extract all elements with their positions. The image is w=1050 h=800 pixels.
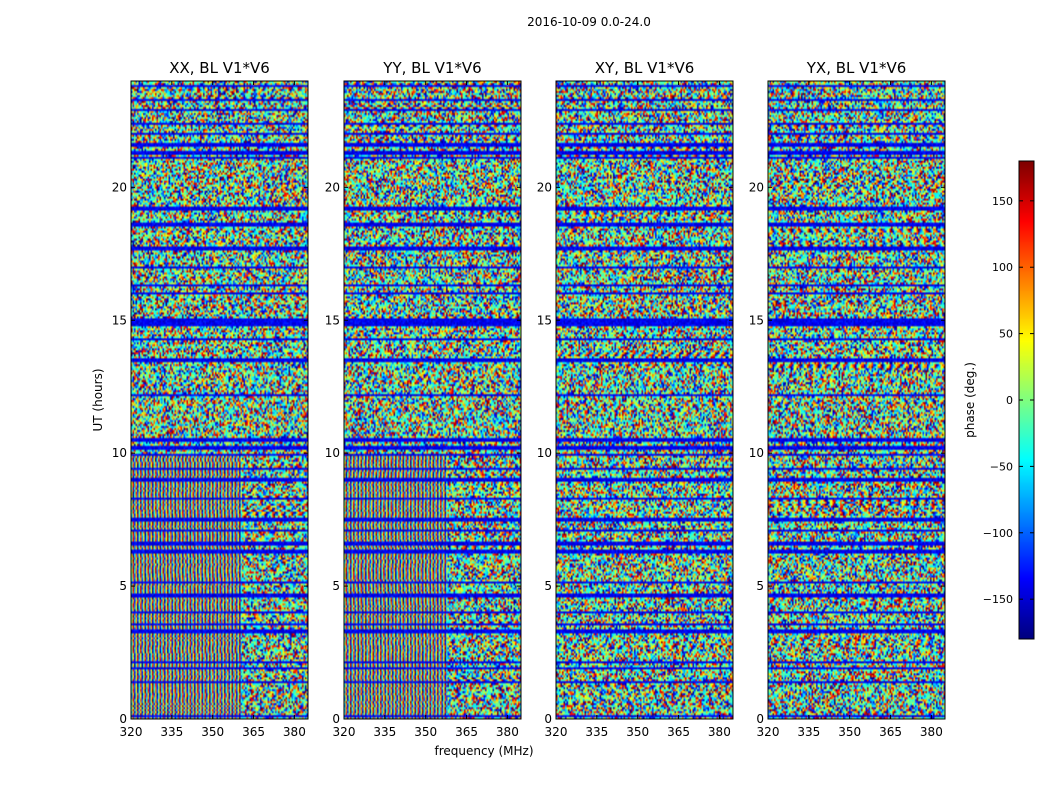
plot-frame [767,80,946,720]
panel-title: YY, BL V1*V6 [382,59,481,77]
x-tick-label: 320 [120,725,143,739]
heatmap-image [556,81,733,719]
colorbar-tick-label: −50 [990,460,1013,473]
y-tick-label: 15 [325,313,340,327]
x-tick-label: 365 [879,725,902,739]
y-tick-label: 5 [756,579,764,593]
x-tick-label: 335 [160,725,183,739]
plot-frame [555,80,734,720]
heatmap-image [131,81,308,719]
colorbar-tick-label: −150 [983,593,1013,606]
x-tick-label: 335 [585,725,608,739]
y-tick-label: 20 [325,180,340,194]
y-tick-label: 15 [112,313,127,327]
heatmap-image [768,81,945,719]
x-tick-label: 365 [667,725,690,739]
y-tick-label: 10 [537,446,552,460]
x-tick-label: 380 [496,725,519,739]
y-tick-label: 15 [537,313,552,327]
y-tick-label: 10 [112,446,127,460]
x-tick-label: 380 [920,725,943,739]
heatmap-image [344,81,521,719]
y-tick-label: 15 [749,313,764,327]
x-tick-label: 380 [708,725,731,739]
colorbar-tick-label: 0 [1006,394,1013,407]
y-tick-label: 0 [544,712,552,726]
panel: YY, BL V1*V6 320 335 350 365 380 0 5 10 15 20 [325,59,522,739]
y-tick-label: 0 [332,712,340,726]
panel-title: XX, BL V1*V6 [169,59,270,77]
x-axis-label: frequency (MHz) [434,744,533,758]
colorbar-tick-label: −100 [983,527,1013,540]
plot-frame [343,80,522,720]
plot-frame [130,80,309,720]
y-tick-label: 20 [749,180,764,194]
y-tick-label: 10 [325,446,340,460]
x-tick-label: 350 [626,725,649,739]
figure-suptitle: 2016-10-09 0.0-24.0 [527,15,651,29]
x-tick-label: 365 [242,725,265,739]
x-tick-label: 350 [838,725,861,739]
y-tick-label: 5 [544,579,552,593]
y-tick-label: 20 [112,180,127,194]
y-axis-label: UT (hours) [91,368,105,431]
x-tick-label: 335 [373,725,396,739]
panel: YX, BL V1*V6 320 335 350 365 380 0 5 10 15 20 [749,59,946,739]
colorbar-tick-label: 50 [999,328,1013,341]
colorbar: −150 −100 −50 0 50 100 150 [983,160,1035,640]
y-tick-label: 0 [756,712,764,726]
colorbar-gradient [1019,161,1034,639]
x-tick-label: 335 [797,725,820,739]
panel-title: YX, BL V1*V6 [806,59,907,77]
y-tick-label: 5 [119,579,127,593]
y-tick-label: 0 [119,712,127,726]
x-tick-label: 320 [757,725,780,739]
panel: XX, BL V1*V6 320 335 350 365 380 0 5 10 15 20 [112,59,309,739]
colorbar-label: phase (deg.) [963,362,977,438]
x-tick-label: 350 [201,725,224,739]
panel-title: XY, BL V1*V6 [595,59,695,77]
x-tick-label: 365 [455,725,478,739]
panel: XY, BL V1*V6 320 335 350 365 380 0 5 10 15 20 [537,59,734,739]
x-tick-label: 320 [333,725,356,739]
y-tick-label: 20 [537,180,552,194]
y-tick-label: 10 [749,446,764,460]
x-tick-label: 350 [414,725,437,739]
x-tick-label: 380 [283,725,306,739]
colorbar-tick-label: 150 [992,195,1013,208]
y-tick-label: 5 [332,579,340,593]
colorbar-tick-label: 100 [992,261,1013,274]
x-tick-label: 320 [545,725,568,739]
